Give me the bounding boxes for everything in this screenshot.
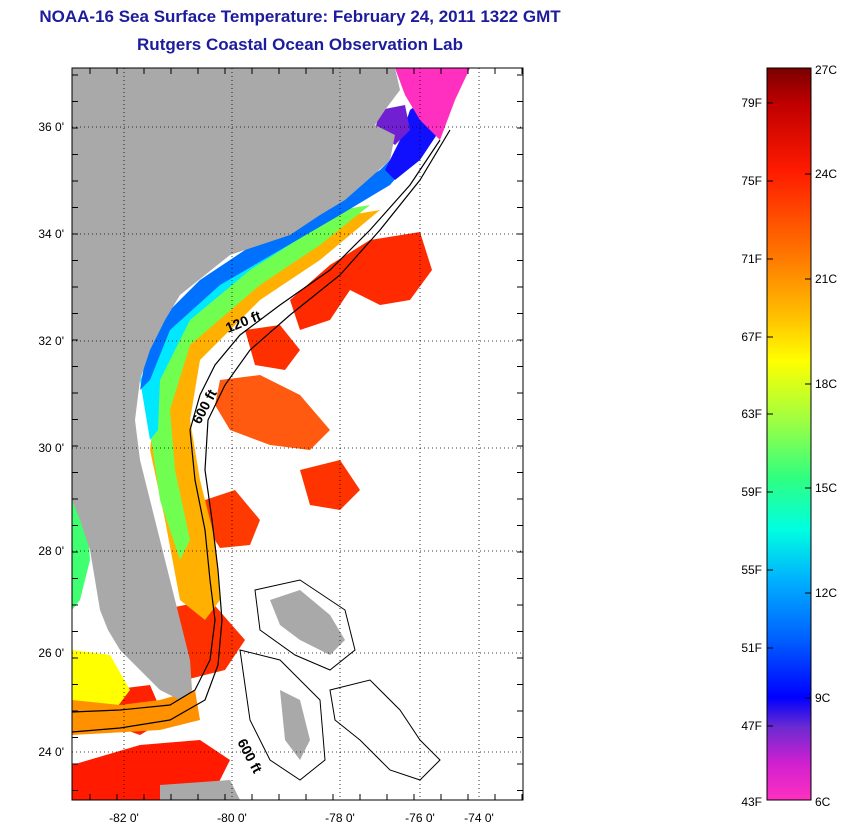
lon-label-82: -82 0' (109, 811, 139, 825)
shelf-water-green (150, 205, 370, 560)
chart-subtitle: Rutgers Coastal Ocean Observation Lab (137, 35, 463, 54)
land-keys (160, 780, 240, 800)
gulf-stream-warm-water (290, 232, 432, 330)
lat-label-30: 30 0' (38, 441, 64, 455)
lat-label-34: 34 0' (38, 227, 64, 241)
lat-label-32: 32 0' (38, 334, 64, 348)
lon-label-74: -74 0' (464, 811, 494, 825)
lat-label-36: 36 0' (38, 120, 64, 134)
land-bahamas (270, 590, 345, 655)
lon-label-76: -76 0' (405, 811, 435, 825)
shelf-water-blue (140, 145, 420, 390)
contour-bahamas-bank (254, 579, 356, 671)
shelf-water-cyan (140, 195, 360, 440)
lon-label-80: -80 0' (217, 811, 247, 825)
contour-bahamas-bank-2 (239, 649, 326, 781)
map-frame (71, 67, 524, 801)
gulf-coast-yellow (72, 650, 130, 715)
contour-120ft (72, 139, 441, 713)
contour-bahamas-bank-3 (329, 679, 441, 781)
nearshore-magenta (395, 68, 470, 140)
axis-ticks (72, 68, 523, 800)
chart-title: NOAA-16 Sea Surface Temperature: Februar… (39, 7, 561, 26)
shelf-water-orange (150, 210, 380, 620)
scattered-warm-water (300, 460, 360, 510)
lat-label-26: 26 0' (38, 646, 64, 660)
lat-label-24: 24 0' (38, 745, 64, 759)
gulf-stream-warm-water-2 (215, 375, 330, 450)
contour-600ft (72, 129, 451, 733)
land-us-southeast (72, 68, 400, 700)
land-bahamas-2 (280, 690, 310, 760)
lon-label-78: -78 0' (325, 811, 355, 825)
gulf-stream-warm-water-3 (205, 490, 260, 548)
lat-label-28: 28 0' (38, 544, 64, 558)
gulf-coast-orange (72, 690, 200, 735)
gulf-stream-warm-water-4 (245, 325, 300, 370)
